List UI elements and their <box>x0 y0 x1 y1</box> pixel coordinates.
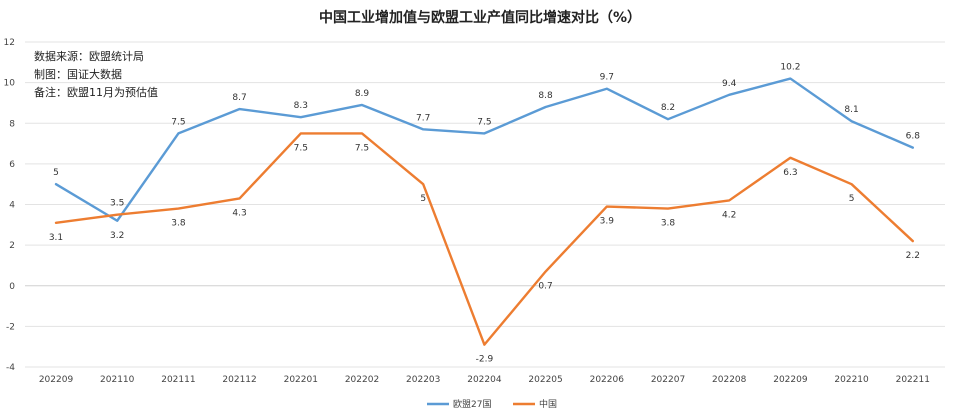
x-tick-label: 202210 <box>834 375 869 385</box>
series-lines <box>54 77 914 346</box>
data-label-eu27: 8.3 <box>294 101 308 111</box>
data-label-china: 3.5 <box>110 199 124 209</box>
data-label-eu27: 9.4 <box>722 79 737 89</box>
data-label-eu27: 8.8 <box>538 91 553 101</box>
data-label-eu27: 7.7 <box>416 113 430 123</box>
y-tick-label: -2 <box>6 322 15 332</box>
note-chart-maker: 制图：国证大数据 <box>34 67 122 81</box>
x-tick-label: 202203 <box>406 375 440 385</box>
note-remark: 备注：欧盟11月为预估值 <box>34 85 158 99</box>
x-tick-label: 202111 <box>161 375 195 385</box>
x-tick-label: 202201 <box>284 375 318 385</box>
data-label-china: 3.9 <box>600 217 615 227</box>
y-tick-label: 12 <box>4 38 15 48</box>
x-tick-label: 202112 <box>222 375 256 385</box>
legend-label-china: 中国 <box>539 398 557 410</box>
source-notes: 数据来源：欧盟统计局 制图：国证大数据 备注：欧盟11月为预估值 <box>34 49 158 99</box>
data-label-eu27: 8.7 <box>232 93 246 103</box>
y-tick-label: -4 <box>6 363 15 373</box>
data-label-eu27: 10.2 <box>780 63 800 73</box>
x-axis-ticks: 202209 202110 202111 202112 202201 202202 2022… <box>39 375 930 385</box>
legend: 欧盟27国 中国 <box>427 398 557 410</box>
x-tick-label: 202206 <box>590 375 625 385</box>
data-label-eu27: 8.9 <box>355 89 370 99</box>
series-line-eu27 <box>54 77 914 222</box>
data-label-china: 4.2 <box>722 210 736 220</box>
y-tick-label: 2 <box>9 241 15 251</box>
y-tick-label: 6 <box>9 160 15 170</box>
data-label-china: 0.7 <box>538 282 552 292</box>
data-label-eu27: 5 <box>53 168 59 178</box>
data-labels: 5 3.2 7.5 8.7 8.3 8.9 7.7 7.5 8.8 9.7 8.2 9.4 10.2 8.… <box>49 63 920 365</box>
data-label-china: 3.8 <box>661 219 676 229</box>
data-label-china: 7.5 <box>294 143 308 153</box>
y-tick-label: 8 <box>9 119 15 129</box>
chart-title: 中国工业增加值与欧盟工业产值同比增速对比（%） <box>319 9 641 26</box>
y-tick-label: 10 <box>4 79 16 89</box>
x-tick-label: 202211 <box>896 375 930 385</box>
data-label-eu27: 7.5 <box>171 117 185 127</box>
data-label-china: 3.1 <box>49 233 63 243</box>
x-tick-label: 202209 <box>773 375 808 385</box>
data-label-eu27: 9.7 <box>600 73 614 83</box>
data-label-china: 2.2 <box>906 251 920 261</box>
data-label-eu27: 7.5 <box>477 117 491 127</box>
x-tick-label: 202110 <box>100 375 135 385</box>
legend-label-eu27: 欧盟27国 <box>453 398 491 410</box>
data-label-china: 6.3 <box>783 168 797 178</box>
data-label-china: -2.9 <box>476 355 494 365</box>
x-tick-label: 202202 <box>345 375 379 385</box>
data-label-eu27: 3.2 <box>110 231 124 241</box>
data-label-china: 5 <box>420 194 426 204</box>
data-label-china: 4.3 <box>232 208 246 218</box>
x-tick-label: 202209 <box>39 375 74 385</box>
data-label-china: 7.5 <box>355 143 369 153</box>
data-label-eu27: 6.8 <box>906 132 921 142</box>
x-tick-label: 202205 <box>528 375 562 385</box>
data-label-eu27: 8.1 <box>844 105 858 115</box>
y-tick-label: 4 <box>9 201 15 211</box>
x-tick-label: 202207 <box>651 375 685 385</box>
x-tick-label: 202204 <box>467 375 502 385</box>
series-line-china <box>54 132 914 346</box>
gridlines <box>25 41 945 368</box>
y-axis-ticks: -4 -2 0 2 4 6 8 10 12 <box>4 38 16 373</box>
data-label-china: 5 <box>849 194 855 204</box>
data-label-eu27: 8.2 <box>661 103 675 113</box>
y-tick-label: 0 <box>9 282 15 292</box>
note-source: 数据来源：欧盟统计局 <box>34 49 144 63</box>
x-tick-label: 202208 <box>712 375 747 385</box>
data-label-china: 3.8 <box>171 219 186 229</box>
